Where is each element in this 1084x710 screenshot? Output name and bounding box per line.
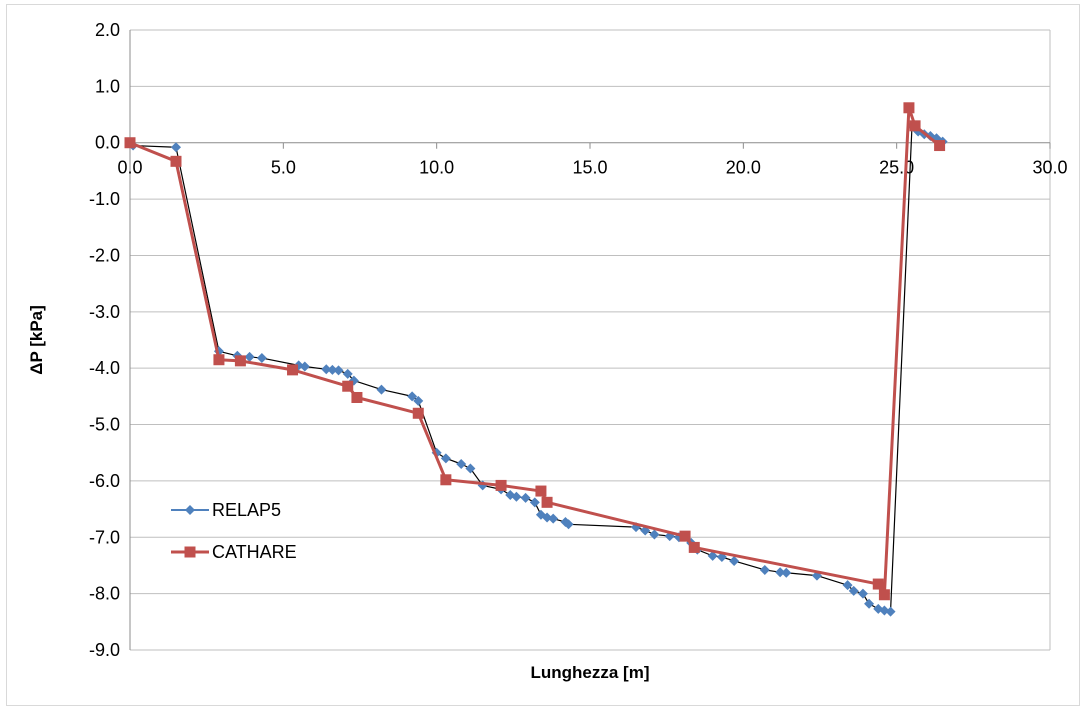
data-point xyxy=(321,364,332,375)
tick-labels: 2.0 1.0 0.0 -1.0 -2.0 -3.0 -4.0 -5.0 -6.0 -7.0 -8.… xyxy=(89,20,1068,660)
data-point xyxy=(351,391,363,403)
data-point xyxy=(903,102,915,114)
chart-frame xyxy=(6,4,1080,706)
data-point xyxy=(688,541,700,553)
data-point xyxy=(456,459,467,469)
data-point xyxy=(520,492,531,503)
data-point xyxy=(171,142,181,153)
data-point xyxy=(124,137,136,149)
data-point xyxy=(679,530,691,542)
x-tick-label: 20.0 xyxy=(726,158,761,178)
data-point xyxy=(170,155,182,167)
data-point xyxy=(909,120,921,132)
data-point xyxy=(333,365,344,376)
y-tick-label: -2.0 xyxy=(89,245,120,265)
series-cathare xyxy=(124,102,946,601)
data-point xyxy=(440,453,451,464)
y-tick-label: -4.0 xyxy=(89,358,120,378)
series-line xyxy=(129,106,941,597)
data-point xyxy=(542,512,553,523)
series-layer xyxy=(124,102,948,617)
y-tick-label: -3.0 xyxy=(89,302,120,322)
y-tick-label: -7.0 xyxy=(89,527,120,547)
y-tick-label: -8.0 xyxy=(89,584,120,604)
data-point xyxy=(563,519,574,530)
y-tick-label: -1.0 xyxy=(89,189,120,209)
data-point xyxy=(857,588,868,599)
data-point xyxy=(287,364,299,376)
data-point xyxy=(244,351,255,362)
y-tick-label: 2.0 xyxy=(95,20,120,40)
x-tick-label: 10.0 xyxy=(419,158,454,178)
y-tick-label: 0.0 xyxy=(95,133,120,153)
data-point xyxy=(759,564,770,575)
legend-item: RELAP5 xyxy=(171,500,281,520)
data-point xyxy=(511,491,522,502)
data-point xyxy=(213,354,225,366)
y-tick-label: -6.0 xyxy=(89,471,120,491)
x-tick-label: 30.0 xyxy=(1032,158,1067,178)
data-point xyxy=(407,391,418,402)
x-tick-label: 25.0 xyxy=(879,158,914,178)
legend-label: CATHARE xyxy=(212,542,297,562)
data-point xyxy=(495,479,507,491)
data-point xyxy=(885,606,896,617)
data-point xyxy=(529,497,540,508)
data-point xyxy=(376,384,387,395)
x-axis-title: Lunghezza [m] xyxy=(531,663,650,682)
data-point xyxy=(879,605,890,616)
x-tick-label: 15.0 xyxy=(572,158,607,178)
data-point xyxy=(465,463,476,474)
data-point xyxy=(864,598,875,609)
data-point xyxy=(842,580,853,591)
y-tick-label: -5.0 xyxy=(89,415,120,435)
data-point xyxy=(256,353,267,364)
data-point xyxy=(775,567,786,578)
data-point xyxy=(872,578,884,590)
data-point xyxy=(412,407,424,419)
x-tick-label: 0.0 xyxy=(117,158,142,178)
data-point xyxy=(327,364,338,375)
data-point xyxy=(342,368,353,379)
data-point xyxy=(707,550,718,561)
data-point xyxy=(878,589,890,601)
data-point xyxy=(413,395,424,406)
axes xyxy=(129,30,1051,650)
data-point xyxy=(729,555,740,566)
data-point xyxy=(649,529,660,540)
legend-label: RELAP5 xyxy=(212,500,281,520)
data-point xyxy=(848,585,859,596)
data-point xyxy=(234,355,246,367)
data-point xyxy=(299,361,310,372)
legend-marker xyxy=(185,505,195,515)
legend: RELAP5 CATHARE xyxy=(171,500,297,562)
data-point xyxy=(548,513,559,524)
legend-item: CATHARE xyxy=(171,542,297,562)
y-tick-label: -9.0 xyxy=(89,640,120,660)
y-tick-label: 1.0 xyxy=(95,76,120,96)
data-point xyxy=(781,567,792,578)
x-tick-label: 5.0 xyxy=(271,158,296,178)
data-point xyxy=(934,140,946,152)
data-point xyxy=(541,496,553,508)
data-point xyxy=(440,474,452,486)
legend-marker xyxy=(184,546,196,558)
data-point xyxy=(342,380,354,392)
y-axis-title: ΔP [kPa] xyxy=(27,305,46,375)
data-point xyxy=(535,485,547,497)
